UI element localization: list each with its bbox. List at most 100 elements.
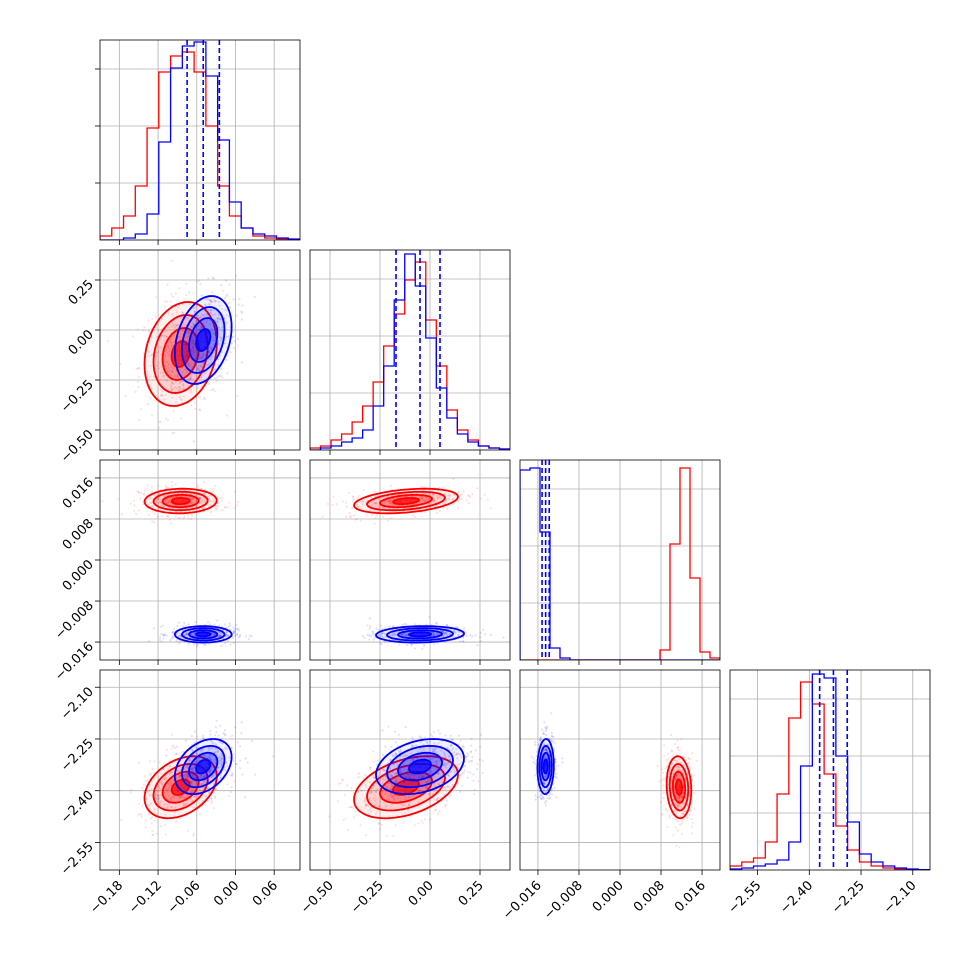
scatter-point bbox=[212, 806, 216, 810]
scatter-point bbox=[364, 804, 367, 807]
scatter-point bbox=[168, 783, 172, 787]
scatter-point bbox=[688, 764, 691, 767]
scatter-point bbox=[190, 337, 193, 341]
scatter-point bbox=[442, 486, 445, 489]
scatter-point bbox=[216, 320, 220, 323]
scatter-point bbox=[444, 500, 448, 503]
scatter-point bbox=[236, 337, 240, 340]
scatter-point bbox=[210, 775, 213, 778]
scatter-point bbox=[208, 770, 211, 773]
scatter-point bbox=[350, 806, 353, 809]
scatter-point bbox=[226, 783, 229, 786]
scatter-point bbox=[683, 811, 686, 814]
scatter-point bbox=[350, 805, 353, 809]
scatter-point bbox=[461, 772, 464, 775]
scatter-point bbox=[151, 414, 154, 417]
scatter-point bbox=[170, 381, 174, 384]
scatter-point bbox=[389, 787, 392, 790]
scatter-point bbox=[413, 755, 416, 759]
scatter-point bbox=[359, 519, 362, 522]
scatter-point bbox=[423, 780, 426, 783]
scatter-point bbox=[390, 745, 393, 748]
contour-1 bbox=[195, 758, 212, 775]
scatter-point bbox=[435, 798, 438, 802]
scatter-point bbox=[387, 495, 390, 498]
scatter-point bbox=[220, 760, 223, 763]
scatter-point bbox=[107, 339, 110, 343]
scatter-point bbox=[194, 334, 197, 337]
scatter-point bbox=[685, 814, 689, 817]
scatter-point bbox=[169, 369, 172, 372]
scatter-point bbox=[176, 387, 179, 390]
scatter-point bbox=[213, 338, 216, 342]
scatter-point bbox=[162, 768, 165, 771]
scatter-point bbox=[344, 501, 347, 504]
scatter-point bbox=[140, 815, 143, 818]
scatter-point bbox=[214, 318, 217, 322]
scatter-point bbox=[190, 326, 194, 329]
scatter-point bbox=[188, 379, 191, 382]
scatter-point bbox=[185, 771, 188, 774]
scatter-point bbox=[186, 788, 189, 791]
scatter-point bbox=[158, 420, 161, 424]
scatter-point bbox=[232, 760, 235, 763]
scatter-point bbox=[423, 736, 427, 739]
scatter-point bbox=[677, 796, 680, 799]
scatter-point bbox=[432, 750, 435, 753]
scatter-point bbox=[425, 496, 428, 499]
scatter-point bbox=[208, 382, 211, 386]
scatter-point bbox=[159, 394, 163, 397]
scatter-point bbox=[450, 744, 453, 747]
scatter-point bbox=[382, 636, 386, 639]
scatter-point bbox=[472, 779, 475, 782]
scatter-point bbox=[362, 488, 366, 492]
scatter-point bbox=[675, 774, 678, 777]
scatter-point bbox=[429, 798, 432, 802]
scatter-point bbox=[378, 827, 382, 831]
scatter-point bbox=[220, 763, 224, 766]
scatter-point bbox=[235, 314, 238, 317]
scatter-point bbox=[449, 759, 452, 762]
scatter-point bbox=[403, 622, 406, 625]
scatter-point bbox=[210, 760, 214, 763]
scatter-point bbox=[159, 345, 162, 349]
scatter-point bbox=[189, 781, 192, 784]
scatter-point bbox=[455, 748, 458, 751]
scatter-point bbox=[457, 490, 460, 493]
scatter-point bbox=[362, 500, 365, 503]
scatter-point bbox=[187, 623, 190, 626]
scatter-point bbox=[160, 633, 163, 636]
scatter-point bbox=[479, 745, 482, 748]
scatter-point bbox=[136, 490, 139, 493]
scatter-point bbox=[377, 629, 380, 632]
scatter-point bbox=[233, 630, 236, 633]
scatter-point bbox=[680, 738, 683, 741]
scatter-point bbox=[456, 757, 459, 760]
scatter-point bbox=[365, 804, 368, 807]
scatter-point bbox=[679, 797, 682, 800]
scatter-point bbox=[175, 639, 178, 643]
scatter-point bbox=[676, 805, 680, 808]
scatter-point bbox=[179, 795, 182, 799]
scatter-point bbox=[374, 516, 377, 519]
scatter-point bbox=[680, 806, 683, 810]
scatter-point bbox=[158, 501, 161, 505]
scatter-point bbox=[168, 363, 171, 366]
scatter-point bbox=[371, 513, 374, 517]
scatter-point bbox=[408, 795, 411, 799]
scatter-point bbox=[389, 767, 392, 770]
scatter-point bbox=[203, 755, 206, 758]
scatter-point bbox=[388, 499, 392, 502]
scatter-point bbox=[172, 323, 175, 327]
scatter-point bbox=[184, 318, 187, 321]
scatter-point bbox=[391, 755, 394, 758]
scatter-point bbox=[445, 631, 448, 634]
scatter-point bbox=[392, 632, 395, 635]
scatter-point bbox=[175, 309, 178, 312]
scatter-point bbox=[688, 813, 691, 817]
scatter-point bbox=[360, 806, 363, 809]
scatter-point bbox=[404, 798, 408, 801]
scatter-point bbox=[392, 797, 395, 800]
scatter-point bbox=[391, 625, 394, 628]
scatter-point bbox=[382, 501, 385, 504]
